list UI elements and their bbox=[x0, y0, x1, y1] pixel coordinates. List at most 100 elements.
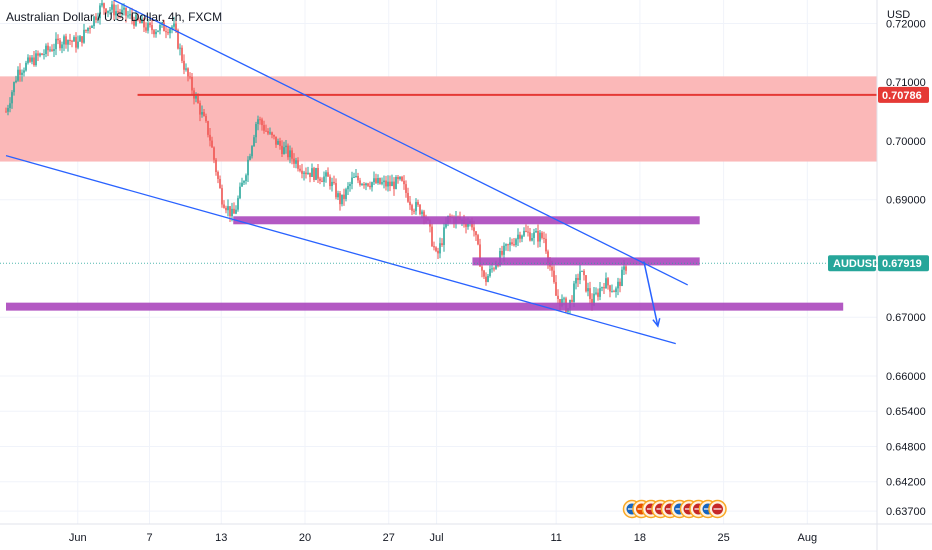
symbol-badge-text: AUDUSD bbox=[833, 258, 880, 270]
candle-down bbox=[219, 175, 221, 189]
candle-body bbox=[617, 281, 619, 289]
projection-arrow[interactable] bbox=[643, 261, 659, 327]
candle-body bbox=[557, 295, 559, 299]
candle-up bbox=[531, 233, 533, 242]
y-tick-label: 0.66000 bbox=[886, 371, 926, 383]
candle-down bbox=[437, 247, 439, 260]
candle-down bbox=[319, 176, 321, 185]
candle-up bbox=[15, 75, 17, 84]
candle-body bbox=[189, 76, 191, 78]
candle-body bbox=[535, 231, 537, 233]
candle-body bbox=[445, 223, 447, 228]
candle-up bbox=[581, 270, 583, 272]
candle-body bbox=[183, 60, 185, 70]
candle-body bbox=[75, 37, 77, 48]
candle-up bbox=[129, 8, 131, 19]
candle-body bbox=[267, 131, 269, 134]
y-tick-label: 0.69000 bbox=[886, 195, 926, 207]
candle-up bbox=[535, 227, 537, 233]
candle-up bbox=[53, 43, 55, 57]
candle-body bbox=[411, 205, 413, 211]
upper-trendline[interactable] bbox=[113, 0, 689, 286]
candle-up bbox=[97, 12, 99, 24]
candle-up bbox=[141, 15, 143, 24]
support-level-0.6795[interactable] bbox=[472, 257, 700, 266]
candle-body bbox=[259, 119, 261, 121]
drawings[interactable] bbox=[0, 0, 877, 345]
candle-body bbox=[481, 266, 483, 271]
candle-down bbox=[393, 177, 395, 196]
candle-body bbox=[497, 265, 499, 267]
candle-up bbox=[243, 180, 245, 186]
candle-up bbox=[611, 284, 613, 293]
support-level-0.6718[interactable] bbox=[6, 302, 844, 311]
candle-down bbox=[259, 116, 261, 125]
candle-body bbox=[249, 156, 251, 160]
candle-up bbox=[239, 182, 241, 200]
candle-body bbox=[561, 298, 563, 306]
candle-up bbox=[361, 182, 363, 186]
candle-down bbox=[41, 52, 43, 56]
candle-body bbox=[537, 231, 539, 242]
candle-down bbox=[411, 203, 413, 216]
candle-up bbox=[13, 81, 15, 96]
candle-body bbox=[45, 45, 47, 55]
candle-up bbox=[331, 177, 333, 192]
candle-body bbox=[495, 265, 497, 269]
candle-up bbox=[67, 39, 69, 52]
candle-body bbox=[241, 182, 243, 187]
candle-body bbox=[383, 180, 385, 183]
candle-body bbox=[361, 183, 363, 185]
candle-body bbox=[279, 140, 281, 146]
candle-body bbox=[79, 36, 81, 42]
candle-down bbox=[541, 231, 543, 240]
candle-body bbox=[275, 136, 277, 145]
candle-down bbox=[537, 224, 539, 248]
candle-down bbox=[211, 136, 213, 148]
candle-up bbox=[107, 10, 109, 18]
candle-body bbox=[283, 147, 285, 155]
candle-up bbox=[573, 280, 575, 307]
resistance-zone[interactable] bbox=[0, 76, 877, 162]
candle-body bbox=[399, 176, 401, 180]
candle-body bbox=[109, 9, 111, 11]
candle-down bbox=[557, 289, 559, 304]
candle-down bbox=[71, 39, 73, 48]
lower-trendline[interactable] bbox=[5, 155, 676, 345]
candle-body bbox=[143, 18, 145, 28]
candle-body bbox=[201, 112, 203, 115]
candle-down bbox=[263, 120, 265, 134]
event-icons[interactable] bbox=[622, 499, 727, 519]
candle-body bbox=[577, 277, 579, 281]
candle-up bbox=[83, 23, 85, 44]
candle-body bbox=[559, 298, 561, 306]
usd-flag-icon[interactable] bbox=[708, 499, 727, 519]
support-level-0.6865[interactable] bbox=[233, 216, 700, 225]
last-price-badge[interactable]: AUDUSD 0.67919 bbox=[828, 255, 929, 272]
candle-body bbox=[263, 125, 265, 131]
candle-body bbox=[169, 28, 171, 34]
level-price-badge[interactable]: 0.70786 bbox=[878, 86, 929, 103]
candle-body bbox=[199, 103, 201, 115]
candle-body bbox=[315, 167, 317, 180]
candle-body bbox=[121, 9, 123, 14]
candle-up bbox=[439, 237, 441, 259]
candle-up bbox=[383, 175, 385, 189]
candle-body bbox=[579, 271, 581, 281]
candle-body bbox=[319, 178, 321, 181]
candle-body bbox=[533, 232, 535, 239]
candle-body bbox=[261, 119, 263, 126]
candle-up bbox=[27, 54, 29, 65]
candle-body bbox=[507, 244, 509, 246]
candle-body bbox=[149, 23, 151, 26]
candle-down bbox=[221, 184, 223, 208]
candle-down bbox=[397, 175, 399, 184]
candle-down bbox=[291, 147, 293, 165]
candle-body bbox=[301, 170, 303, 174]
candle-down bbox=[385, 175, 387, 191]
candle-body bbox=[155, 31, 157, 35]
candle-body bbox=[71, 40, 73, 42]
candle-body bbox=[603, 287, 605, 289]
